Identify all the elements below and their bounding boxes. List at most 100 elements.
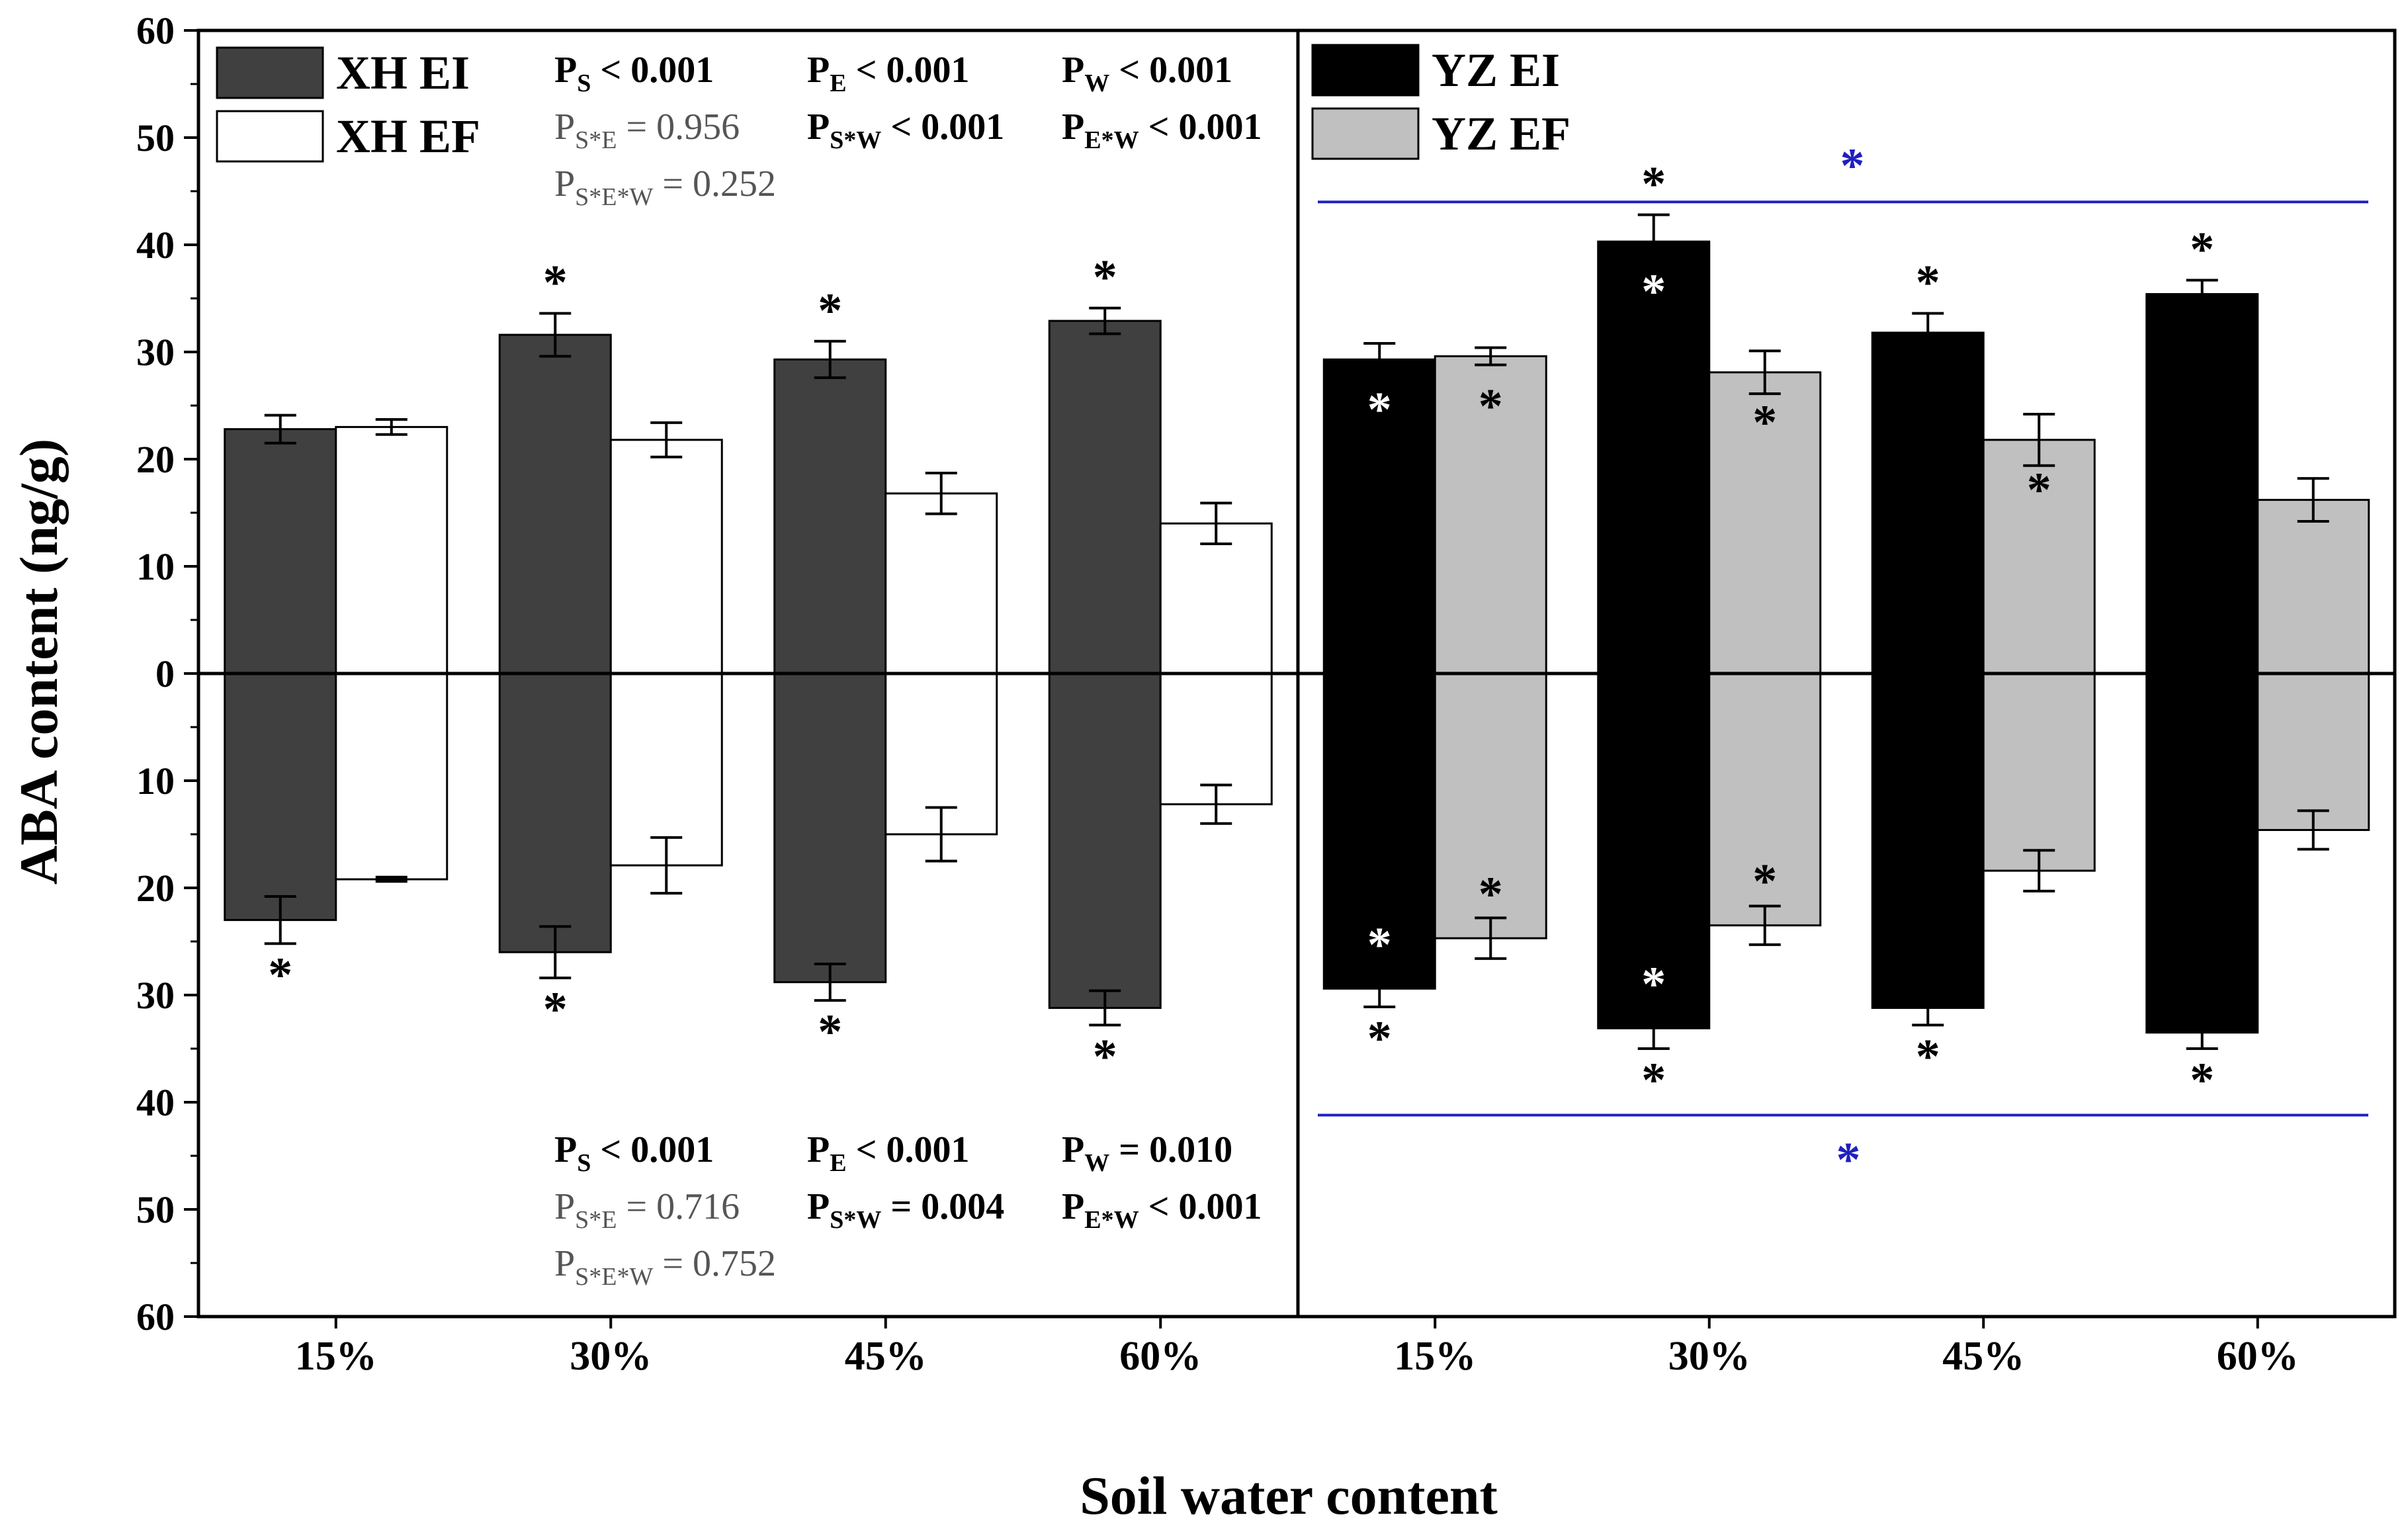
stat-annotation: PS < 0.001 bbox=[554, 1129, 714, 1177]
bar-lower-xh-ei bbox=[773, 672, 887, 984]
x-tick-label: 60% bbox=[2217, 1334, 2299, 1379]
bars-layer bbox=[224, 240, 2370, 1034]
legend-swatch bbox=[216, 46, 324, 99]
significance-star-inner: * bbox=[1641, 957, 1666, 1012]
y-tick-label: 20 bbox=[136, 438, 175, 481]
stat-annotation: PS*E = 0.956 bbox=[554, 107, 740, 154]
bar-lower-xh-ei bbox=[1048, 672, 1162, 1009]
significance-star: * bbox=[1641, 1053, 1666, 1108]
bar-lower-yz-ei bbox=[1871, 672, 1985, 1009]
significance-star-blue: * bbox=[1836, 1133, 1861, 1187]
bar-lower-yz-ef bbox=[1982, 672, 2096, 872]
significance-star: * bbox=[543, 256, 568, 310]
bar-lower-xh-ef bbox=[609, 672, 723, 867]
bar-upper-xh-ei bbox=[773, 358, 887, 675]
legend: XH EI XH EF YZ EI YZ EF bbox=[216, 44, 1570, 163]
x-tick-label: 45% bbox=[1942, 1334, 2024, 1379]
x-axis-title: Soil water content bbox=[1080, 1465, 1498, 1523]
bar-lower-yz-ef bbox=[2257, 672, 2370, 832]
bar-upper-xh-ei bbox=[498, 333, 612, 675]
stat-annotation: PS < 0.001 bbox=[554, 50, 714, 97]
significance-star: * bbox=[818, 1005, 842, 1059]
significance-star: * bbox=[1916, 1029, 1940, 1084]
significance-star: * bbox=[818, 284, 842, 338]
stat-annotation: PW < 0.001 bbox=[1062, 50, 1232, 97]
y-axis-title: ABA content (ng/g) bbox=[9, 439, 69, 885]
significance-star: * bbox=[2190, 1053, 2214, 1108]
significance-star: * bbox=[543, 982, 568, 1037]
bar-upper-xh-ei bbox=[1048, 320, 1162, 675]
significance-star-inner: * bbox=[2027, 463, 2051, 517]
bar-lower-xh-ei bbox=[224, 672, 337, 922]
stat-annotation: PS*E*W = 0.252 bbox=[554, 163, 776, 211]
x-tick-label: 30% bbox=[570, 1334, 652, 1379]
y-tick-label: 30 bbox=[136, 331, 175, 374]
bar-lower-xh-ef bbox=[1159, 672, 1273, 806]
bar-lower-xh-ef bbox=[335, 672, 449, 881]
x-tick-label: 30% bbox=[1668, 1334, 1750, 1379]
legend-swatch bbox=[216, 110, 324, 163]
bar-upper-yz-ef bbox=[1708, 371, 1822, 675]
bar-upper-yz-ei bbox=[1871, 331, 1985, 675]
x-tick-label: 45% bbox=[845, 1334, 927, 1379]
stat-annotation: PW = 0.010 bbox=[1062, 1129, 1232, 1177]
significance-star-blue: * bbox=[1840, 139, 1865, 193]
significance-star: * bbox=[1093, 1029, 1117, 1084]
y-tick-label: 40 bbox=[136, 224, 175, 267]
stat-annotation: PS*E = 0.716 bbox=[554, 1186, 740, 1234]
axes-layer: 60 50 40 30 20 10 0 10 20 30 40 50 60 15% 30% 45% 60% 15%… bbox=[136, 9, 2397, 1379]
bar-upper-yz-ef bbox=[2257, 499, 2370, 675]
significance-star: * bbox=[268, 948, 292, 1002]
significance-star-inner: * bbox=[1641, 265, 1666, 319]
bar-lower-yz-ef bbox=[1434, 672, 1547, 939]
significance-stars-layer: * * * * * * * * * * * * * * * * * * * * * * * * * bbox=[268, 139, 2214, 1187]
stat-annotation: PS*W = 0.004 bbox=[807, 1186, 1004, 1234]
legend-swatch bbox=[1311, 107, 1420, 160]
legend-label: XH EI bbox=[336, 46, 470, 99]
significance-star: * bbox=[1367, 1012, 1392, 1066]
bar-upper-yz-ei bbox=[1322, 358, 1436, 675]
bar-upper-xh-ef bbox=[609, 439, 723, 675]
significance-star-inner: * bbox=[1367, 382, 1392, 437]
statistics-annotations: PS < 0.001 PE < 0.001 PW < 0.001 PS*E = 0.9… bbox=[554, 50, 1262, 1291]
significance-star-inner: * bbox=[1752, 396, 1777, 450]
legend-swatch bbox=[1311, 44, 1420, 97]
significance-star: * bbox=[2190, 222, 2214, 277]
stat-annotation: PS*W < 0.001 bbox=[807, 107, 1004, 154]
legend-label: YZ EI bbox=[1432, 44, 1560, 97]
significance-star: * bbox=[1916, 256, 1940, 310]
x-tick-label: 15% bbox=[295, 1334, 377, 1379]
y-tick-label: 0 bbox=[155, 652, 175, 695]
bar-upper-yz-ef bbox=[1982, 439, 2096, 675]
bar-upper-yz-ei bbox=[2145, 293, 2259, 675]
bar-upper-xh-ei bbox=[224, 428, 337, 675]
bar-lower-yz-ef bbox=[1708, 672, 1822, 927]
y-tick-label: 20 bbox=[136, 867, 175, 910]
y-tick-label: 50 bbox=[136, 116, 175, 159]
significance-star-inner: * bbox=[1367, 918, 1392, 972]
y-tick-label: 50 bbox=[136, 1188, 175, 1231]
stat-annotation: PE*W < 0.001 bbox=[1062, 1186, 1262, 1234]
error-bars-layer bbox=[264, 213, 2329, 1050]
y-tick-label: 10 bbox=[136, 545, 175, 588]
significance-star-inner: * bbox=[1479, 379, 1503, 433]
legend-label: XH EF bbox=[336, 110, 480, 163]
bar-upper-xh-ef bbox=[884, 492, 998, 675]
y-tick-label: 60 bbox=[136, 1295, 175, 1338]
x-tick-label: 60% bbox=[1119, 1334, 1201, 1379]
bar-upper-yz-ei bbox=[1597, 240, 1711, 675]
stat-annotation: PE < 0.001 bbox=[807, 1129, 970, 1177]
significance-star: * bbox=[1641, 157, 1666, 212]
bar-upper-yz-ef bbox=[1434, 355, 1547, 675]
stat-annotation: PS*E*W = 0.752 bbox=[554, 1243, 776, 1291]
y-tick-label: 60 bbox=[136, 9, 175, 52]
significance-star-inner: * bbox=[1752, 855, 1777, 909]
bar-upper-xh-ef bbox=[335, 425, 449, 675]
bar-upper-xh-ef bbox=[1159, 522, 1273, 675]
significance-star: * bbox=[1093, 251, 1117, 305]
bar-lower-yz-ei bbox=[1322, 672, 1436, 990]
y-tick-label: 40 bbox=[136, 1081, 175, 1124]
stat-annotation: PE < 0.001 bbox=[807, 50, 970, 97]
y-tick-label: 10 bbox=[136, 760, 175, 803]
